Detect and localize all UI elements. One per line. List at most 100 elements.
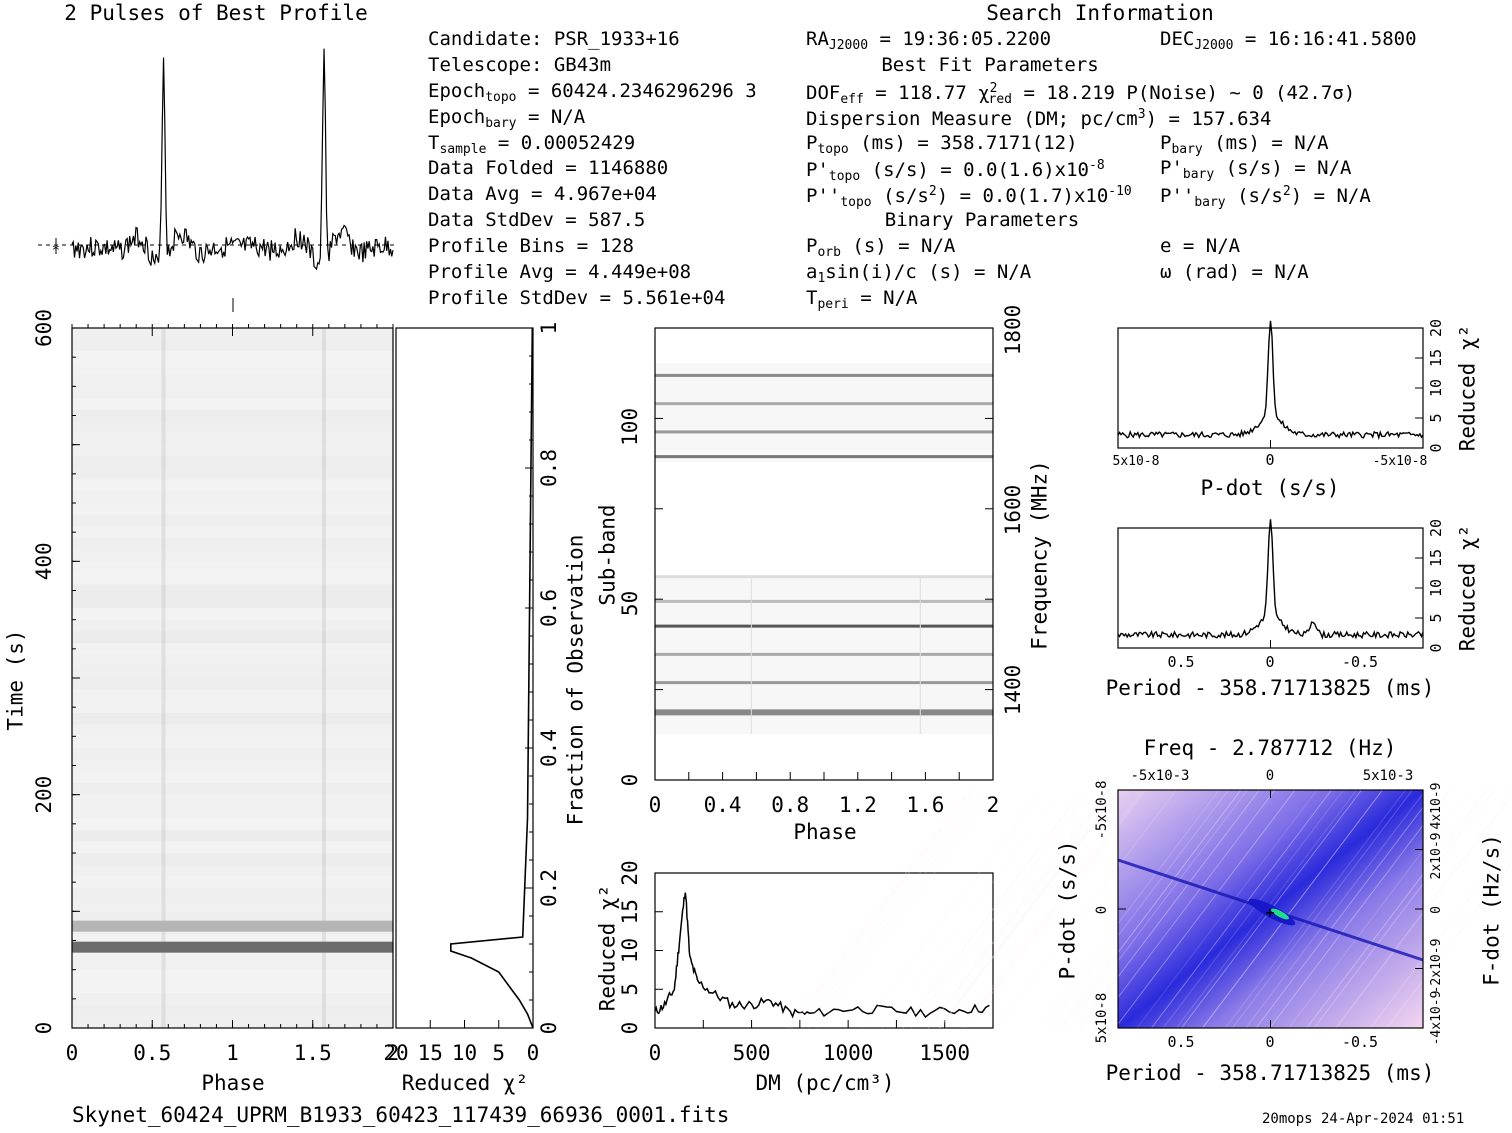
best-fit-title: Best Fit Parameters bbox=[881, 54, 1099, 76]
profile-avg: Profile Avg = 4.449e+08 bbox=[428, 261, 692, 283]
pp-xtick-label: 0.5 bbox=[1167, 1033, 1194, 1051]
tp-row bbox=[72, 713, 393, 725]
per-ylabel: Reduced χ² bbox=[1455, 524, 1480, 652]
pp-streak bbox=[960, 789, 1142, 1029]
a1sini: a1sin(i)/c (s) = N/A bbox=[806, 261, 1032, 286]
chi-ytick-label: 0.2 bbox=[537, 869, 561, 907]
t-sample: Tsample = 0.00052429 bbox=[428, 132, 636, 157]
p-topo: Ptopo (ms) = 358.7171(12) bbox=[806, 132, 1078, 157]
tp-xtick-label: 1 bbox=[226, 1041, 239, 1065]
tp-row bbox=[72, 818, 393, 830]
chi-ytick-label: 0.4 bbox=[537, 729, 561, 767]
tp-row bbox=[72, 351, 393, 363]
sb-ytick-label: 100 bbox=[618, 408, 642, 446]
dec: DECJ2000 = 16:16:41.5800 bbox=[1160, 28, 1417, 53]
pdot-bary: P'bary (s/s) = N/A bbox=[1160, 157, 1352, 182]
pddot-bary: P''bary (s/s2) = N/A bbox=[1160, 184, 1371, 210]
data-avg: Data Avg = 4.967e+04 bbox=[428, 183, 657, 205]
sb-bright-row bbox=[655, 599, 993, 603]
tp-row bbox=[72, 981, 393, 993]
sb-xtick-label: 2 bbox=[987, 793, 1000, 817]
sb-y2tick-label: 1600 bbox=[1001, 485, 1025, 536]
error-marker: ∗ bbox=[52, 240, 60, 256]
tp-ytick-label: 0 bbox=[32, 1022, 56, 1035]
tp-row bbox=[72, 468, 393, 480]
pp-streak bbox=[788, 789, 970, 1029]
sb-ytick-label: 50 bbox=[618, 591, 642, 616]
dof-value: = 118.77 bbox=[875, 82, 967, 104]
dm-label: Dispersion Measure (DM; pc/cm bbox=[806, 108, 1138, 130]
pp-x2tick-label: 5x10-3 bbox=[1363, 768, 1414, 784]
tp-row bbox=[72, 608, 393, 620]
profile-title: 2 Pulses of Best Profile bbox=[64, 1, 368, 25]
profile-line bbox=[71, 48, 394, 271]
tp-row bbox=[72, 655, 393, 667]
pd-xtick-label: 5x10-8 bbox=[1113, 454, 1160, 469]
pd-ytick-label: 15 bbox=[1427, 349, 1445, 367]
pp-streak bbox=[902, 789, 1084, 1029]
epoch-bary-value: = N/A bbox=[527, 106, 586, 128]
chi-ytick-label: 1 bbox=[537, 322, 561, 335]
tp-row bbox=[72, 993, 393, 1005]
chi-ytick-label: 0.8 bbox=[537, 449, 561, 487]
porb-value: (s) = N/A bbox=[852, 235, 956, 257]
dm-curve bbox=[654, 892, 990, 1019]
tp-row bbox=[72, 631, 393, 643]
dm-ytick-label: 0 bbox=[618, 1022, 642, 1035]
tp-row bbox=[72, 865, 393, 877]
sb-xtick-label: 1.6 bbox=[906, 793, 944, 817]
tp-xtick-label: 1.5 bbox=[294, 1041, 332, 1065]
pp-y2tick-label: 2x10-9 bbox=[1429, 833, 1444, 880]
dm-chi2-plot: 0 500 1000 1500 0 5 10 15 20 bbox=[618, 860, 994, 1065]
pp-streak bbox=[1038, 789, 1220, 1029]
tp-pulse-column bbox=[161, 328, 166, 1028]
sb-y2tick-label: 1800 bbox=[1001, 305, 1025, 356]
sb-xtick-label: 0.8 bbox=[771, 793, 809, 817]
chi-xtick-label: 5 bbox=[492, 1041, 505, 1065]
pd-xtick-label: 0 bbox=[1265, 451, 1274, 469]
tp-row bbox=[72, 456, 393, 468]
sb-bright-row bbox=[655, 402, 993, 406]
pd-xtick-label: -5x10-8 bbox=[1373, 454, 1428, 469]
per-xtick-label: 0 bbox=[1265, 653, 1274, 671]
pd-ytick-label: 0 bbox=[1427, 443, 1445, 452]
sb-ytick-label: 0 bbox=[618, 774, 642, 787]
porb: Porb (s) = N/A bbox=[806, 235, 956, 260]
tp-row bbox=[72, 526, 393, 538]
pp-streak bbox=[1202, 789, 1383, 1029]
pp-streak bbox=[928, 789, 1110, 1029]
sb-xlabel: Phase bbox=[793, 820, 857, 844]
tp-ytick-label: 400 bbox=[32, 542, 56, 580]
tp-row bbox=[72, 888, 393, 900]
pp-streak bbox=[1306, 789, 1488, 1029]
tp-row bbox=[72, 736, 393, 748]
sb-ylabel: Sub-band bbox=[595, 504, 620, 606]
pdot-topo-exp: -8 bbox=[1089, 158, 1105, 173]
pp-streak bbox=[1313, 789, 1495, 1029]
plot-frame bbox=[1117, 327, 1424, 449]
pp-streak bbox=[1269, 789, 1451, 1029]
tp-row bbox=[72, 550, 393, 562]
pp-streak bbox=[808, 789, 989, 1029]
tp-row bbox=[72, 538, 393, 550]
pp-y2tick-label: 4x10-9 bbox=[1429, 783, 1444, 830]
per-xtick-label: 0.5 bbox=[1167, 653, 1194, 671]
dm-line: Dispersion Measure (DM; pc/cm3) = 157.63… bbox=[806, 107, 1272, 130]
pddot-bary-value: ) = N/A bbox=[1290, 185, 1371, 207]
per-ytick-label: 20 bbox=[1427, 519, 1445, 537]
pd-curve bbox=[1117, 320, 1424, 441]
p-noise: P(Noise) ~ 0 (42.7σ) bbox=[1126, 82, 1356, 104]
tp-row bbox=[72, 445, 393, 457]
pp-streak bbox=[995, 789, 1177, 1029]
p-bary-value: (ms) = N/A bbox=[1214, 132, 1329, 154]
pp-streak bbox=[1047, 789, 1229, 1029]
dm-ytick-label: 5 bbox=[618, 983, 642, 996]
tp-row bbox=[72, 363, 393, 375]
dm-xtick-label: 1000 bbox=[823, 1041, 874, 1065]
pp-streak bbox=[1060, 789, 1242, 1029]
epoch-bary: Epochbary = N/A bbox=[428, 106, 586, 131]
pp-y2tick-label: -2x10-9 bbox=[1429, 939, 1444, 994]
tp-row bbox=[72, 596, 393, 608]
filename: Skynet_60424_UPRM_B1933_60423_117439_669… bbox=[72, 1103, 730, 1127]
